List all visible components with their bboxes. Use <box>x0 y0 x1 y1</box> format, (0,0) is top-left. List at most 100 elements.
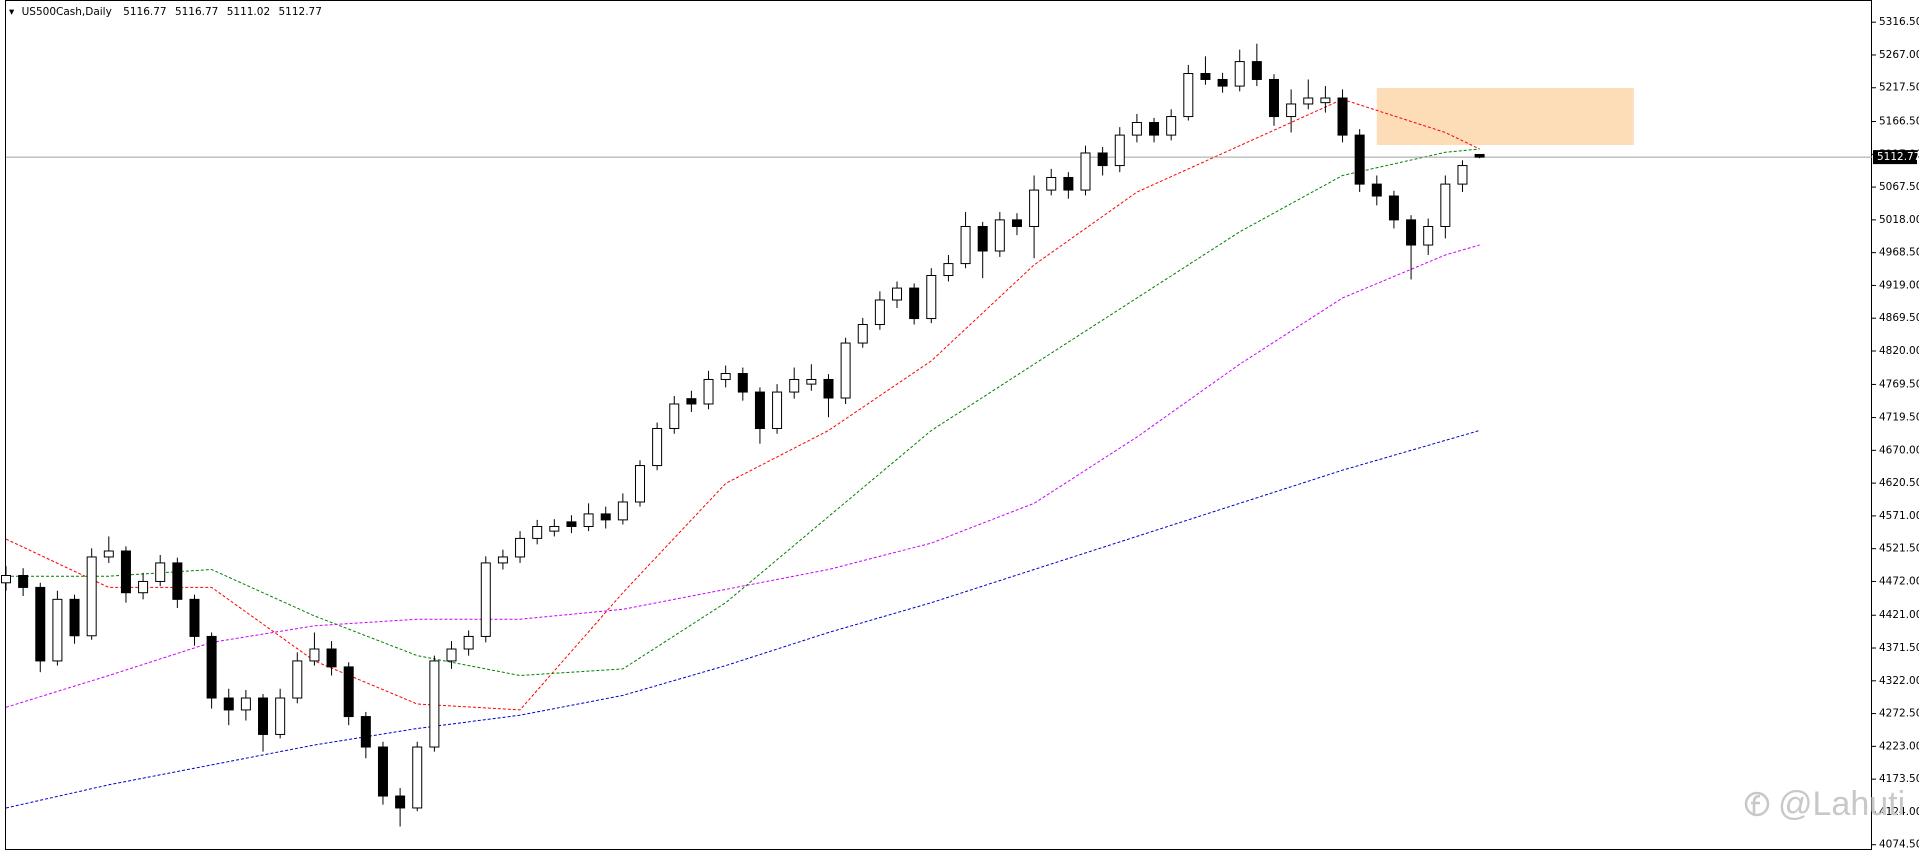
last-price-box <box>1873 150 1917 165</box>
candle-body <box>943 263 954 276</box>
candle-body <box>343 666 354 718</box>
symbol-title: US500Cash,Daily <box>22 6 112 18</box>
candle-body <box>686 398 697 405</box>
candle-body <box>86 556 97 637</box>
candle-body <box>1046 176 1057 191</box>
candle-body <box>600 513 611 521</box>
candle-body <box>823 378 834 399</box>
candle-body <box>480 562 491 637</box>
candle-body <box>120 550 131 594</box>
candle-body <box>18 575 29 588</box>
zone <box>1376 88 1634 146</box>
y-tick-label: 4223.00 <box>1879 740 1919 752</box>
candle-body <box>240 697 251 711</box>
y-tick-label: 4670.00 <box>1879 444 1919 456</box>
y-tick-label: 4173.50 <box>1879 773 1919 785</box>
candle-body <box>223 697 234 711</box>
candle-body <box>1097 152 1108 167</box>
candle-body <box>1080 152 1091 191</box>
candle-body <box>926 274 937 320</box>
candle-body <box>566 521 577 527</box>
candle-body <box>806 378 817 385</box>
moving-average-line <box>5 244 1480 708</box>
candle-body <box>960 225 971 265</box>
header-arrow: ▾ <box>9 6 15 18</box>
candle-body <box>1303 97 1314 105</box>
candle-body <box>326 648 337 668</box>
candle-body <box>1337 97 1348 136</box>
y-tick-label: 4571.00 <box>1879 510 1919 522</box>
candle-body <box>395 795 406 809</box>
candle-body <box>1320 97 1331 104</box>
candle-body <box>669 403 680 429</box>
candle-body <box>1406 219 1417 246</box>
candle-body <box>360 716 371 748</box>
candle-body <box>1474 153 1485 158</box>
watermark-text: @Lahuti <box>1778 785 1905 823</box>
y-tick-label: 4074.50 <box>1879 839 1919 851</box>
moving-average-line <box>5 98 1480 711</box>
candle-body <box>789 378 800 393</box>
header-close: 5112.77 <box>278 6 321 18</box>
candle-body <box>1234 61 1245 87</box>
candle-body <box>52 598 63 662</box>
candle-body <box>1268 78 1279 118</box>
candle-body <box>532 525 543 539</box>
y-tick-label: 4620.50 <box>1879 477 1919 489</box>
y-tick-label: 4472.00 <box>1879 575 1919 587</box>
candle-body <box>463 635 474 650</box>
candle-body <box>1388 195 1399 221</box>
candle-body <box>1131 122 1142 136</box>
candle-body <box>1423 225 1434 246</box>
y-tick-label: 5166.50 <box>1879 116 1919 128</box>
candle-body <box>189 598 200 637</box>
candle-body <box>737 373 748 393</box>
y-tick-label: 4769.50 <box>1879 378 1919 390</box>
y-tick-label: 4371.50 <box>1879 642 1919 654</box>
candle-body <box>1166 116 1177 136</box>
candle-body <box>909 287 920 320</box>
candle-body <box>874 299 885 326</box>
candle-body <box>1286 103 1297 118</box>
candle-body <box>377 746 388 797</box>
candle-body <box>857 324 868 344</box>
candle-body <box>652 427 663 467</box>
candle-body <box>1183 73 1194 118</box>
y-tick-label: 4719.50 <box>1879 412 1919 424</box>
watermark: @Lahuti <box>1744 785 1905 823</box>
candle-body <box>515 537 526 558</box>
candle-body <box>617 501 628 521</box>
y-tick-label: 4124.00 <box>1879 806 1919 818</box>
last-price-label: 5112.77 <box>1877 151 1919 163</box>
candle-body <box>103 550 114 558</box>
candle-body <box>1029 189 1040 227</box>
candle-body <box>172 562 183 600</box>
candle-body <box>275 697 286 735</box>
candle-body <box>1200 73 1211 80</box>
candle-body <box>1251 61 1262 80</box>
y-tick-label: 5316.50 <box>1879 16 1919 28</box>
candle-body <box>258 697 269 735</box>
y-tick-label: 4421.00 <box>1879 609 1919 621</box>
candle-body <box>892 287 903 301</box>
y-tick-label: 4919.00 <box>1879 279 1919 291</box>
header: ▾ US500Cash,Daily 5116.77 5116.77 5111.0… <box>9 6 322 18</box>
candle-body <box>1354 134 1365 185</box>
y-tick-label: 4272.50 <box>1879 708 1919 720</box>
candle-body <box>703 378 714 405</box>
candle-body <box>1063 176 1074 191</box>
candle-body <box>446 648 457 662</box>
candle-body <box>155 562 166 582</box>
candle-body <box>1371 183 1382 197</box>
watermark-icon <box>1744 791 1770 817</box>
y-tick-label: 5067.50 <box>1879 181 1919 193</box>
header-open: 5116.77 <box>123 6 166 18</box>
candle-body <box>1217 78 1228 87</box>
candle-body <box>840 342 851 399</box>
candle-body <box>772 391 783 429</box>
candle-body <box>1440 183 1451 227</box>
candle-body <box>720 373 731 380</box>
candle-body <box>497 556 508 564</box>
candle-body <box>994 219 1005 252</box>
candle-body <box>309 648 320 662</box>
